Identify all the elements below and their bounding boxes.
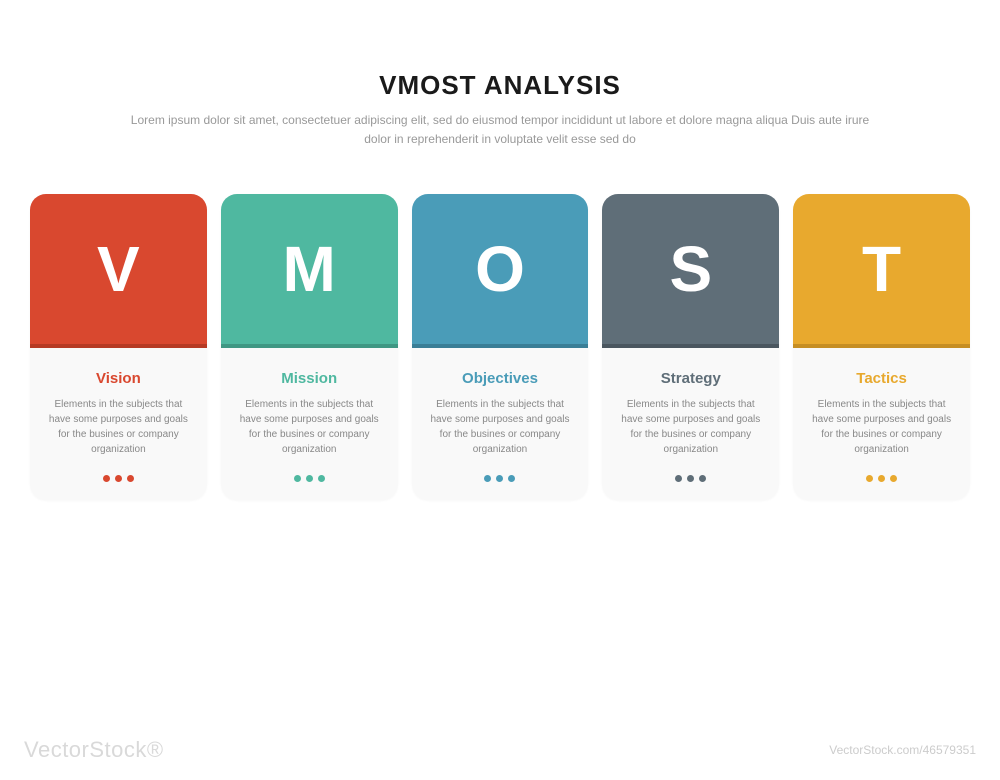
dot-icon — [115, 475, 122, 482]
card-mission: M Mission Elements in the subjects that ha… — [221, 194, 398, 500]
card-heading: Strategy — [661, 370, 721, 387]
card-description: Elements in the subjects that have some … — [807, 397, 956, 457]
card-letter: M — [283, 232, 336, 306]
card-header: V — [30, 194, 207, 344]
infographic-container: VMOST ANALYSIS Lorem ipsum dolor sit ame… — [0, 0, 1000, 500]
dot-icon — [484, 475, 491, 482]
card-letter: T — [862, 232, 901, 306]
card-tactics: T Tactics Elements in the subjects that ha… — [793, 194, 970, 500]
dots-indicator — [484, 475, 515, 482]
card-header: S — [602, 194, 779, 344]
card-body: Objectives Elements in the subjects that … — [412, 348, 589, 500]
dot-icon — [508, 475, 515, 482]
main-title: VMOST ANALYSIS — [379, 70, 621, 101]
card-objectives: O Objectives Elements in the subjects that… — [412, 194, 589, 500]
dot-icon — [127, 475, 134, 482]
card-description: Elements in the subjects that have some … — [616, 397, 765, 457]
card-heading: Objectives — [462, 370, 538, 387]
dot-icon — [687, 475, 694, 482]
card-heading: Mission — [281, 370, 337, 387]
card-description: Elements in the subjects that have some … — [426, 397, 575, 457]
card-letter: O — [475, 232, 525, 306]
dot-icon — [103, 475, 110, 482]
dot-icon — [890, 475, 897, 482]
dot-icon — [878, 475, 885, 482]
card-description: Elements in the subjects that have some … — [235, 397, 384, 457]
card-header: O — [412, 194, 589, 344]
dots-indicator — [675, 475, 706, 482]
dot-icon — [866, 475, 873, 482]
footer: VectorStock® VectorStock.com/46579351 — [0, 720, 1000, 780]
dot-icon — [294, 475, 301, 482]
card-letter: S — [669, 232, 712, 306]
card-body: Tactics Elements in the subjects that hav… — [793, 348, 970, 500]
card-body: Vision Elements in the subjects that have… — [30, 348, 207, 500]
dots-indicator — [294, 475, 325, 482]
card-body: Strategy Elements in the subjects that ha… — [602, 348, 779, 500]
card-heading: Vision — [96, 370, 141, 387]
card-body: Mission Elements in the subjects that hav… — [221, 348, 398, 500]
card-description: Elements in the subjects that have some … — [44, 397, 193, 457]
cards-row: V Vision Elements in the subjects that hav… — [30, 194, 970, 500]
dot-icon — [699, 475, 706, 482]
subtitle-text: Lorem ipsum dolor sit amet, consectetuer… — [120, 111, 880, 149]
dot-icon — [318, 475, 325, 482]
card-header: T — [793, 194, 970, 344]
card-heading: Tactics — [856, 370, 907, 387]
watermark-left: VectorStock® — [24, 737, 164, 763]
watermark-right: VectorStock.com/46579351 — [829, 743, 976, 757]
card-strategy: S Strategy Elements in the subjects that h… — [602, 194, 779, 500]
card-letter: V — [97, 232, 140, 306]
card-vision: V Vision Elements in the subjects that hav… — [30, 194, 207, 500]
dot-icon — [306, 475, 313, 482]
dots-indicator — [866, 475, 897, 482]
dot-icon — [496, 475, 503, 482]
card-header: M — [221, 194, 398, 344]
dots-indicator — [103, 475, 134, 482]
dot-icon — [675, 475, 682, 482]
